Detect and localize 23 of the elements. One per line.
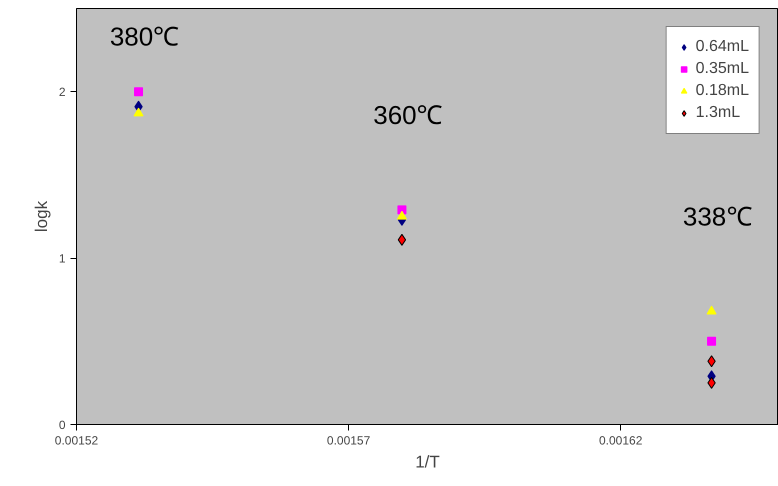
x-tick-label: 0.00152 [54, 434, 99, 448]
point [707, 355, 716, 368]
point [707, 336, 716, 346]
point [707, 376, 716, 389]
point [396, 210, 407, 220]
legend-label: 1.3mL [696, 104, 740, 122]
legend-label: 0.64mL [696, 38, 749, 56]
y-tick-label: 2 [58, 85, 66, 100]
point [706, 306, 717, 314]
y-axis-title: logk [32, 200, 51, 232]
x-axis-title: 1/T [415, 452, 440, 472]
x-tick-label: 0.00157 [326, 434, 371, 448]
y-tick-label: 1 [58, 252, 66, 266]
legend-label: 0.18mL [696, 82, 749, 100]
annotation: 360℃ [373, 100, 443, 130]
annotation: 338℃ [682, 201, 752, 232]
x-tick-label: 0.00162 [599, 434, 643, 448]
point [398, 234, 406, 246]
legend-label: 0.35mL [696, 60, 749, 78]
point [134, 87, 144, 96]
point [134, 108, 144, 116]
y-tick-label: 0 [58, 418, 66, 432]
annotation: 380℃ [110, 22, 180, 52]
